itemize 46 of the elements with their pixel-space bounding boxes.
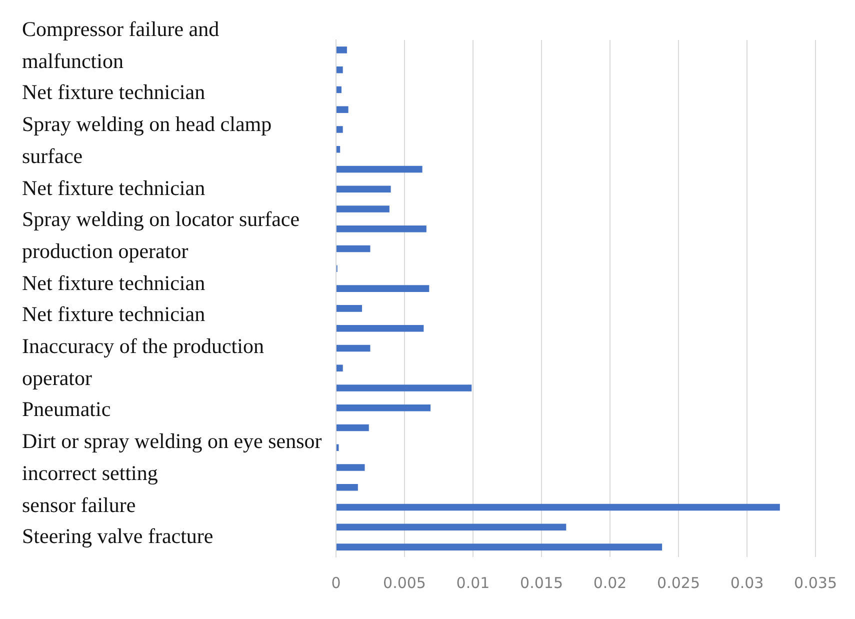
bar [336, 305, 362, 312]
bar [336, 86, 342, 94]
bar [336, 245, 370, 252]
x-tick-label: 0.02 [593, 574, 627, 592]
bar [336, 66, 343, 74]
bar [336, 424, 369, 432]
text: Net fixture technician [22, 270, 206, 297]
bar [336, 166, 422, 173]
bar [336, 324, 424, 332]
text: Compressor failure and malfunction [22, 16, 220, 75]
text: sensor failure [22, 492, 137, 519]
x-tick-label: 0.025 [657, 574, 700, 592]
bar [336, 344, 370, 352]
x-tick-label: 0 [331, 574, 341, 592]
bar [336, 106, 348, 113]
bar [336, 206, 390, 212]
x-tick-label: 0.005 [383, 574, 426, 592]
text: Inaccuracy of the production operator [22, 333, 265, 392]
bar [336, 146, 340, 153]
text: Spray welding on head clamp surface [22, 111, 273, 170]
text: Net fixture technician [22, 301, 206, 328]
bar [336, 186, 391, 193]
bar [336, 364, 343, 372]
x-tick-label: 0.035 [794, 574, 838, 592]
text: incorrect setting [22, 460, 159, 487]
bar [336, 46, 347, 54]
bar [336, 384, 472, 392]
x-tick-label: 0.03 [730, 574, 764, 592]
bar [336, 544, 662, 550]
x-tick-label: 0.01 [456, 574, 490, 592]
text: production operator [22, 238, 190, 265]
x-tick-label: 0.015 [520, 574, 563, 592]
text: Dirt or spray welding on eye sensor [22, 428, 322, 456]
text: Spray welding on locator surface [22, 206, 301, 234]
text: Pneumatic [22, 396, 112, 424]
text: Net fixture technician [22, 79, 206, 106]
bar [336, 404, 431, 412]
text: Steering valve fracture [22, 523, 214, 550]
bar [336, 126, 343, 133]
bar [336, 285, 430, 292]
bar [336, 464, 365, 471]
text: Net fixture technician [22, 174, 206, 202]
bar [336, 504, 780, 511]
bar [336, 484, 358, 491]
bar [336, 226, 426, 232]
bar [336, 524, 566, 531]
